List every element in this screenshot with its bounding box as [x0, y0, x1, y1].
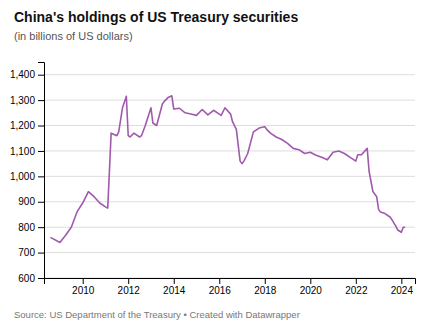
y-tick-label: 1,400 — [10, 69, 35, 80]
x-tick-label: 2018 — [254, 285, 277, 296]
x-tick-mark — [128, 278, 129, 284]
x-tick-mark — [265, 278, 266, 284]
chart: China's holdings of US Treasury securiti… — [0, 0, 429, 326]
y-tick-label: 700 — [18, 247, 35, 258]
y-tick-label: 1,200 — [10, 120, 35, 131]
x-tick: 2016 — [209, 278, 232, 296]
x-tick-mark — [401, 278, 402, 284]
x-tick-label: 2012 — [118, 285, 141, 296]
grid-line — [44, 176, 415, 177]
grid-line — [44, 150, 415, 151]
y-tick-mark — [38, 126, 44, 127]
y-tick: 1,000 — [10, 171, 44, 182]
y-tick-label: 1,100 — [10, 146, 35, 157]
line — [50, 96, 405, 243]
x-tick-mark — [310, 278, 311, 284]
x-tick-label: 2010 — [72, 285, 95, 296]
x-tick-mark — [174, 278, 175, 284]
x-tick: 2014 — [163, 278, 186, 296]
plot: 600 700 800 900 1,000 1,100 1,200 1,300 1,400 201… — [10, 63, 416, 297]
y-tick-mark — [38, 75, 44, 76]
y-tick: 600 — [18, 273, 44, 284]
grid-line — [44, 100, 415, 101]
x-tick: 2024 — [391, 278, 414, 296]
y-tick: 700 — [18, 247, 44, 258]
grid — [44, 75, 415, 278]
x-tick: 2022 — [345, 278, 368, 296]
x-tick: 2010 — [72, 278, 95, 296]
subtitle: (in billions of US dollars) — [14, 30, 133, 42]
x-tick-label: 2020 — [300, 285, 323, 296]
y-tick-label: 600 — [18, 273, 35, 284]
grid-line — [44, 227, 415, 228]
y-tick: 1,200 — [10, 120, 44, 131]
y-tick-mark — [38, 176, 44, 177]
x-tick-label: 2022 — [345, 285, 368, 296]
y-tick-mark — [38, 278, 44, 279]
grid-line — [44, 125, 415, 126]
x-tick: 2018 — [254, 278, 277, 296]
source: Source: US Department of the Treasury • … — [14, 309, 300, 320]
x-tick-mark — [83, 278, 84, 284]
y-tick-label: 1,300 — [10, 95, 35, 106]
title: China's holdings of US Treasury securiti… — [14, 9, 298, 25]
y-tick-mark — [38, 227, 44, 228]
grid-line — [44, 74, 415, 75]
x-tick-label: 2014 — [163, 285, 186, 296]
y-axis: 600 700 800 900 1,000 1,100 1,200 1,300 1,400 — [10, 63, 45, 284]
x-tick: 2012 — [118, 278, 141, 296]
y-tick-mark — [38, 151, 44, 152]
y-tick: 800 — [18, 222, 44, 233]
x-tick-label: 2016 — [209, 285, 232, 296]
y-tick-mark — [38, 253, 44, 254]
x-tick-mark — [219, 278, 220, 284]
x-axis-line — [45, 279, 416, 285]
x-tick: 2020 — [300, 278, 323, 296]
y-tick-mark — [38, 202, 44, 203]
grid-line — [44, 252, 415, 253]
y-tick: 1,300 — [10, 95, 44, 106]
x-axis: 2010 2012 2014 2016 2018 2020 2022 2024 — [45, 278, 416, 296]
y-tick: 1,400 — [10, 69, 44, 80]
lines — [50, 96, 405, 243]
x-tick-mark — [356, 278, 357, 284]
y-tick-label: 900 — [18, 196, 35, 207]
y-tick: 1,100 — [10, 146, 44, 157]
x-tick-label: 2024 — [391, 285, 414, 296]
y-tick-label: 800 — [18, 222, 35, 233]
y-tick: 900 — [18, 196, 44, 207]
y-axis-line — [38, 63, 45, 279]
y-tick-mark — [38, 100, 44, 101]
y-tick-label: 1,000 — [10, 171, 35, 182]
